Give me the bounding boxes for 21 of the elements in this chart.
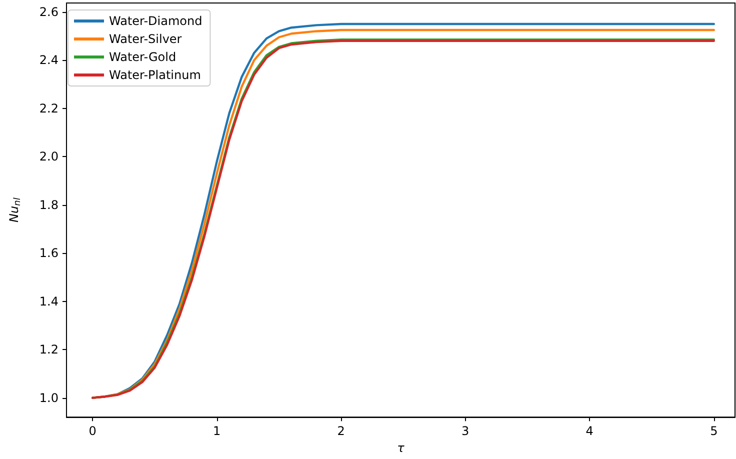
y-axis-title: Nunl	[7, 197, 23, 222]
y-tick-label: 2.0	[39, 150, 58, 164]
x-tick-label: 4	[586, 424, 594, 438]
x-axis-title: τ	[397, 441, 406, 455]
y-tick-label: 1.0	[39, 390, 58, 405]
legend-label: Water-Diamond	[109, 14, 202, 28]
y-tick-label: 1.2	[39, 342, 58, 357]
x-tick-label: 5	[710, 424, 718, 438]
y-tick-label: 1.4	[39, 294, 58, 308]
legend-label: Water-Silver	[109, 32, 182, 46]
y-tick-label: 2.2	[39, 101, 58, 116]
x-tick-label: 2	[337, 424, 345, 438]
legend-label: Water-Gold	[109, 50, 176, 64]
y-tick-label: 2.4	[39, 53, 58, 68]
x-tick-label: 1	[213, 424, 221, 438]
y-tick-label: 2.6	[39, 4, 58, 19]
legend-label: Water-Platinum	[109, 68, 201, 82]
y-tick-label: 1.8	[39, 198, 58, 212]
y-tick-label: 1.6	[39, 246, 58, 260]
x-tick-label: 3	[462, 424, 470, 438]
x-tick-label: 0	[88, 424, 96, 438]
